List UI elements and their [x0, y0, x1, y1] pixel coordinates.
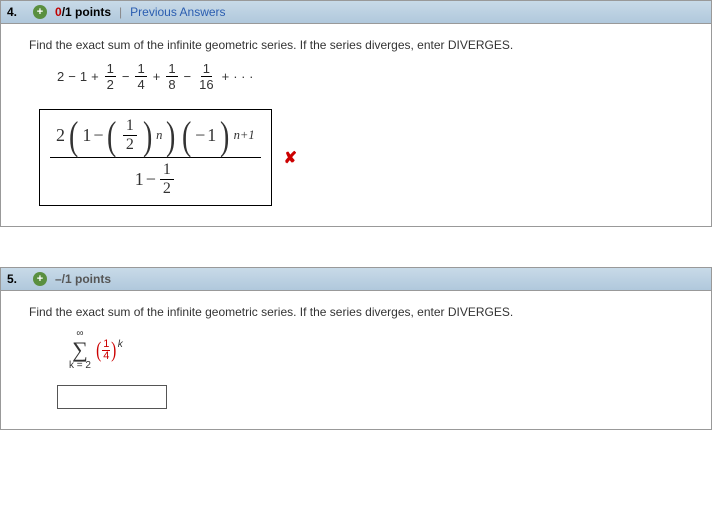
denominator: 2: [105, 77, 116, 91]
answer-row: 2 ( 1 − ( 1 2 ) n ) ( − 1: [29, 109, 683, 206]
series-term: 2: [57, 69, 64, 84]
question-4: 4. + 0/1 points | Previous Answers Find …: [0, 0, 712, 227]
numerator: 1: [160, 162, 174, 180]
question-header: 4. + 0/1 points | Previous Answers: [1, 1, 711, 24]
answer-fraction: 2 ( 1 − ( 1 2 ) n ) ( − 1: [50, 116, 261, 199]
divider: |: [119, 5, 122, 19]
fraction: 1 2: [160, 162, 174, 197]
points-text: –/1 points: [55, 272, 111, 286]
denominator: 8: [166, 77, 177, 91]
fraction: 1 4: [135, 62, 146, 91]
paren-close: ): [220, 120, 229, 152]
exponent: n: [156, 128, 162, 143]
exponent: n+1: [234, 128, 255, 143]
answer-box[interactable]: 2 ( 1 − ( 1 2 ) n ) ( − 1: [39, 109, 272, 206]
numerator: 1: [105, 62, 116, 77]
answer-input[interactable]: [57, 385, 167, 409]
sigma-symbol: ∑: [72, 339, 88, 361]
minus: −: [93, 125, 103, 146]
sigma-expression: ∞ ∑ k = 2 ( 1 4 ) k: [29, 329, 683, 371]
numerator: 1: [123, 118, 137, 136]
neg: −: [195, 125, 205, 146]
series-term: 1: [80, 69, 87, 84]
paren-close: ): [166, 120, 175, 152]
series-op: +: [222, 69, 230, 84]
paren-close: ): [112, 341, 117, 359]
numerator: 1: [166, 62, 177, 77]
minus: −: [146, 169, 156, 190]
fraction: 1 2: [105, 62, 116, 91]
points-earned: 0: [55, 5, 62, 19]
series-dots: · · ·: [233, 69, 253, 84]
numerator: 1: [201, 62, 212, 77]
paren-open: (: [107, 120, 116, 152]
one: 1: [207, 125, 216, 146]
incorrect-icon: ✘: [284, 148, 297, 168]
paren-close: ): [143, 120, 152, 152]
sigma-bottom: k = 2: [69, 361, 91, 371]
denominator: 4: [102, 351, 110, 362]
denominator: 4: [135, 77, 146, 91]
coeff: 2: [56, 125, 65, 146]
prompt-text: Find the exact sum of the infinite geome…: [29, 38, 683, 52]
question-body: Find the exact sum of the infinite geome…: [1, 24, 711, 226]
question-5: 5. + –/1 points Find the exact sum of th…: [0, 267, 712, 430]
series-op: +: [91, 69, 99, 84]
answer-denominator: 1 − 1 2: [129, 158, 182, 199]
fraction: 1 16: [197, 62, 215, 91]
question-header: 5. + –/1 points: [1, 268, 711, 291]
series-op: −: [68, 69, 76, 84]
fraction: 1 8: [166, 62, 177, 91]
question-number: 5.: [7, 272, 25, 286]
prompt-text: Find the exact sum of the infinite geome…: [29, 305, 683, 319]
fraction: 1 4: [102, 339, 110, 362]
points-label: 0/1 points: [55, 5, 111, 19]
previous-answers-link[interactable]: Previous Answers: [130, 5, 225, 19]
sigma: ∞ ∑ k = 2: [69, 329, 91, 371]
denominator: 16: [197, 77, 215, 91]
one: 1: [135, 169, 144, 190]
numerator: 1: [102, 339, 110, 351]
expand-icon[interactable]: +: [33, 5, 47, 19]
points-label: –/1 points: [55, 272, 111, 286]
numerator: 1: [135, 62, 146, 77]
fraction: 1 2: [123, 118, 137, 153]
series-expression: 2 − 1 + 1 2 − 1 4 + 1 8 − 1 16 +: [29, 62, 683, 91]
expand-icon[interactable]: +: [33, 272, 47, 286]
paren-open: (: [96, 341, 101, 359]
series-op: +: [153, 69, 161, 84]
paren-open: (: [69, 120, 78, 152]
question-number: 4.: [7, 5, 25, 19]
denominator: 2: [160, 180, 174, 197]
points-total: /1 points: [62, 5, 111, 19]
question-body: Find the exact sum of the infinite geome…: [1, 291, 711, 429]
series-op: −: [122, 69, 130, 84]
denominator: 2: [123, 136, 137, 153]
paren-open: (: [182, 120, 191, 152]
exponent: k: [118, 339, 123, 350]
series-op: −: [184, 69, 192, 84]
answer-numerator: 2 ( 1 − ( 1 2 ) n ) ( − 1: [50, 116, 261, 158]
one: 1: [82, 125, 91, 146]
